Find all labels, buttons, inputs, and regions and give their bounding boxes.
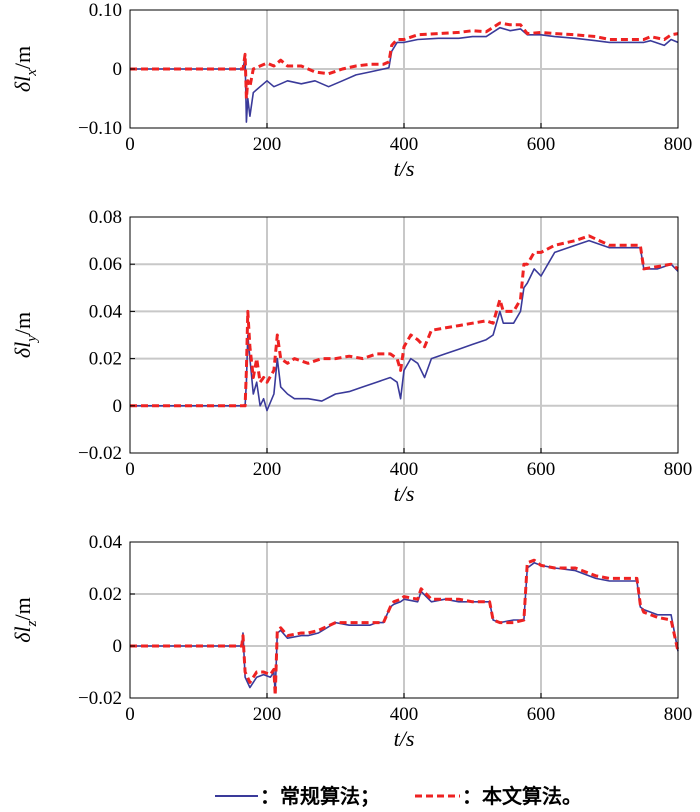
y-tick-label: 0.02	[89, 584, 122, 605]
y-tick-label: 0	[113, 636, 123, 657]
series-line-proposed	[130, 558, 680, 697]
chart-panel-2: 0 200 400 600 800−0.0200.020.040.060.08t/sδl…	[10, 207, 692, 506]
x-axis-label: t/s	[394, 481, 415, 506]
x-tick-label: 400	[390, 704, 419, 725]
y-tick-label: 0	[113, 396, 123, 417]
x-tick-label: 600	[527, 704, 556, 725]
y-tick-label: 0.06	[89, 254, 122, 275]
x-tick-label: 200	[253, 704, 282, 725]
legend-label-conventional: ：常规算法；	[260, 784, 380, 808]
x-tick-label: 600	[527, 134, 556, 155]
x-tick-label: 0	[125, 134, 135, 155]
x-tick-label: 400	[390, 134, 419, 155]
y-axis-label: δlx/m	[10, 46, 40, 92]
y-tick-label: 0.04	[89, 532, 123, 553]
x-tick-label: 200	[253, 134, 282, 155]
y-axis-label: δlz/m	[10, 597, 40, 642]
legend: ：常规算法； ：本文算法。	[215, 784, 582, 808]
y-tick-label: −0.10	[78, 118, 122, 139]
x-tick-label: 200	[253, 459, 282, 480]
series-line-conventional	[130, 239, 679, 412]
y-tick-label: −0.02	[78, 443, 122, 464]
x-tick-label: 800	[664, 704, 693, 725]
x-tick-label: 400	[390, 459, 419, 480]
series-line-conventional	[130, 26, 679, 123]
y-tick-label: 0.02	[89, 349, 122, 370]
x-tick-label: 0	[125, 459, 135, 480]
x-tick-label: 600	[527, 459, 556, 480]
y-tick-label: −0.02	[78, 688, 122, 709]
y-tick-label: 0.10	[89, 0, 122, 21]
x-tick-label: 800	[664, 459, 693, 480]
series-line-proposed	[130, 21, 679, 100]
y-tick-label: 0.04	[89, 301, 123, 322]
y-tick-label: 0	[113, 59, 123, 80]
x-tick-label: 800	[664, 134, 693, 155]
y-tick-label: 0.08	[89, 207, 122, 228]
y-axis-label: δly/m	[10, 312, 40, 358]
legend-label-proposed: ：本文算法。	[462, 784, 582, 808]
x-axis-label: t/s	[394, 726, 415, 751]
x-axis-label: t/s	[394, 156, 415, 181]
x-tick-label: 0	[125, 704, 135, 725]
